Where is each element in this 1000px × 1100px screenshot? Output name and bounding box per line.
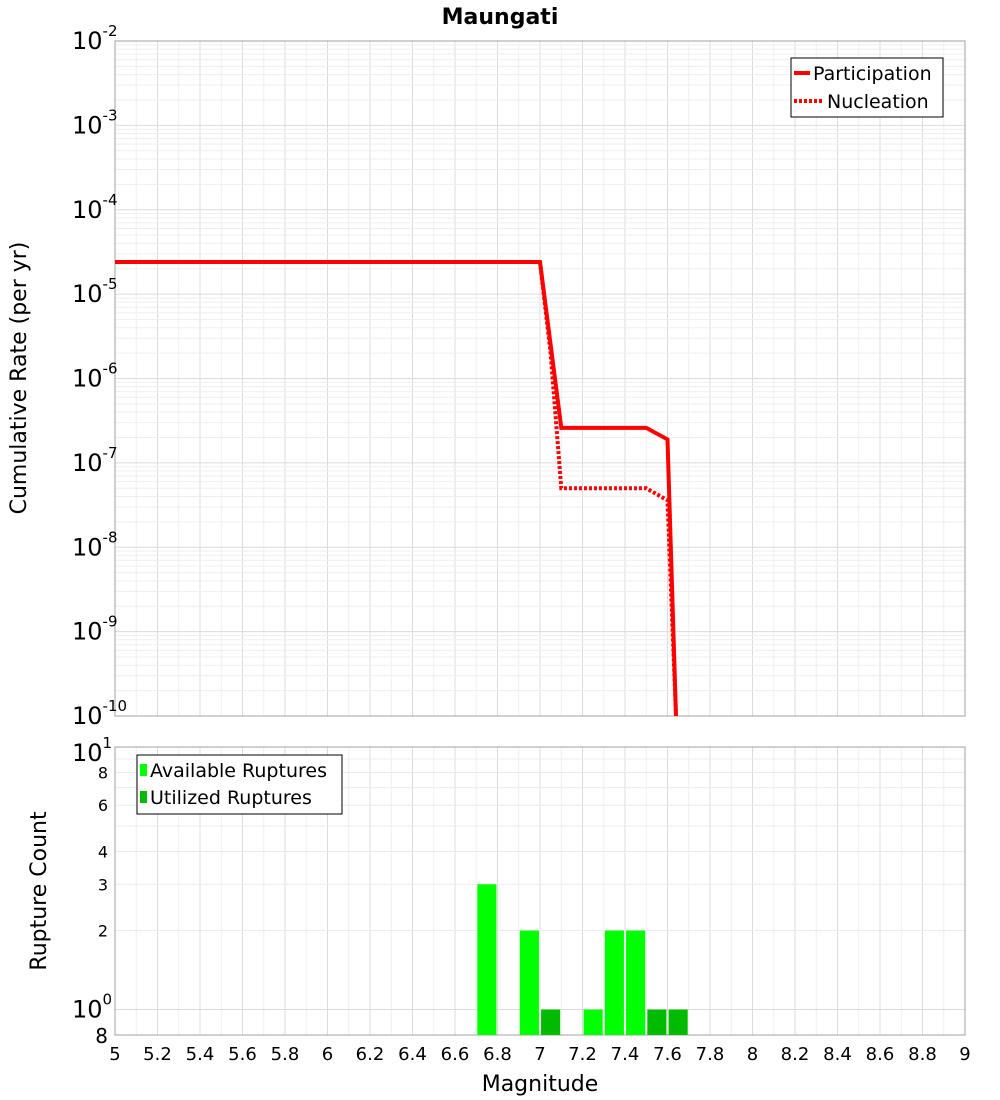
x-tick-label: 8.2 [781, 1044, 810, 1065]
x-tick-label: 6.2 [356, 1044, 385, 1065]
top-legend: Participation Nucleation [790, 57, 944, 118]
bottom-y-tick-label: 100 [72, 991, 112, 1024]
utilized-rupture-bar [541, 1009, 561, 1035]
available-legend-label: Available Ruptures [150, 760, 327, 782]
x-tick-label: 5.8 [271, 1044, 300, 1065]
x-tick-label: 5 [109, 1044, 120, 1065]
bars [477, 884, 688, 1035]
available-rupture-bar [519, 930, 539, 1035]
x-axis-label: Magnitude [482, 1072, 599, 1097]
available-rupture-bar [477, 884, 497, 1035]
x-tick-label: 8 [747, 1044, 758, 1065]
bottom-y-tick-label: 6 [98, 796, 108, 815]
top-y-tick-exponent: -6 [103, 360, 118, 378]
utilized-rupture-bar [647, 1009, 667, 1035]
top-y-tick-exponent: -4 [103, 191, 118, 209]
available-rupture-bar [626, 930, 646, 1035]
bottom-y-tick-label: 2 [98, 922, 108, 941]
x-tick-label: 6.4 [398, 1044, 427, 1065]
available-rupture-bar [583, 1009, 603, 1035]
bottom-y-tick-label: 8 [95, 1024, 108, 1048]
bottom-y-axis-label: Rupture Count [27, 811, 52, 971]
x-tick-label: 7.8 [696, 1044, 725, 1065]
top-y-tick-label: 10-8 [72, 528, 118, 561]
x-tick-label: 5.4 [186, 1044, 215, 1065]
top-y-tick-exponent: -9 [103, 613, 118, 631]
x-tick-label: 5.6 [228, 1044, 257, 1065]
participation-line [115, 260, 678, 717]
bottom-plot-frame [114, 746, 966, 1036]
nucleation-line [115, 260, 678, 717]
top-y-ticks: 10-2 10-3 10-4 10-5 10-6 10-7 10-8 10-9 10-10 [72, 22, 127, 730]
top-y-tick-exponent: -7 [103, 444, 118, 462]
x-tick-label: 9 [959, 1044, 970, 1065]
top-plot-frame [114, 40, 966, 717]
bottom-y-tick-label: 101 [72, 734, 112, 767]
available-rupture-bar [604, 930, 624, 1035]
top-y-tick-label: 10-5 [72, 275, 118, 308]
utilized-legend-swatch [140, 791, 147, 803]
bottom-y-tick-exponent: 0 [103, 991, 113, 1009]
top-grid [114, 41, 966, 717]
top-y-tick-exponent: -5 [103, 275, 118, 293]
top-y-tick-label: 10-10 [72, 697, 127, 730]
lines [115, 260, 678, 717]
top-y-tick-exponent: -8 [103, 528, 118, 546]
top-y-tick-label: 10-2 [72, 22, 118, 55]
x-ticks: 5 5.2 5.4 5.6 5.8 6 6.2 6.4 6.6 6.8 7 7.2 7.4 7.6 7.8 8… [109, 1044, 970, 1065]
bottom-y-tick-label: 3 [98, 875, 108, 894]
x-tick-label: 7.2 [568, 1044, 597, 1065]
x-tick-label: 6.6 [441, 1044, 470, 1065]
x-tick-label: 6.8 [483, 1044, 512, 1065]
top-y-tick-exponent: -2 [103, 22, 118, 40]
bottom-legend: Available Ruptures Utilized Ruptures [136, 754, 343, 815]
x-tick-label: 5.2 [143, 1044, 172, 1065]
utilized-legend-label: Utilized Ruptures [150, 787, 312, 809]
x-tick-label: 8.4 [823, 1044, 852, 1065]
utilized-rupture-bar [668, 1009, 688, 1035]
x-tick-label: 7.6 [653, 1044, 682, 1065]
top-legend-box [790, 57, 944, 118]
chart-title: Maungati [442, 5, 559, 30]
bottom-y-tick-exponent: 1 [103, 734, 113, 752]
top-y-tick-label: 10-4 [72, 191, 118, 224]
top-y-tick-label: 10-3 [72, 106, 118, 139]
x-tick-label: 8.8 [908, 1044, 937, 1065]
bottom-legend-box [136, 754, 343, 815]
x-tick-label: 7 [534, 1044, 545, 1065]
top-y-tick-label: 10-6 [72, 360, 118, 393]
top-y-tick-exponent: -10 [103, 697, 128, 715]
bottom-y-tick-label: 8 [98, 763, 108, 782]
top-y-tick-label: 10-7 [72, 444, 118, 477]
available-legend-swatch [140, 764, 147, 776]
x-tick-label: 8.6 [866, 1044, 895, 1065]
x-tick-label: 6 [322, 1044, 333, 1065]
top-y-tick-label: 10-9 [72, 613, 118, 646]
top-y-tick-exponent: -3 [103, 106, 118, 124]
x-tick-label: 7.4 [611, 1044, 640, 1065]
bottom-y-tick-label: 4 [98, 842, 108, 861]
nucleation-legend-label: Nucleation [827, 91, 929, 113]
participation-legend-label: Participation [813, 63, 932, 85]
top-y-axis-label: Cumulative Rate (per yr) [7, 242, 32, 515]
